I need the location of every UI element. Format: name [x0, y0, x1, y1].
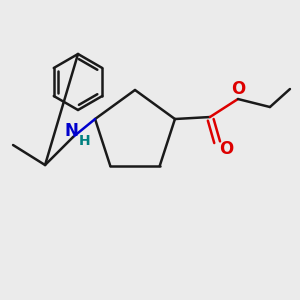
Text: N: N: [64, 122, 78, 140]
Text: H: H: [79, 134, 91, 148]
Text: O: O: [219, 140, 233, 158]
Text: O: O: [231, 80, 245, 98]
